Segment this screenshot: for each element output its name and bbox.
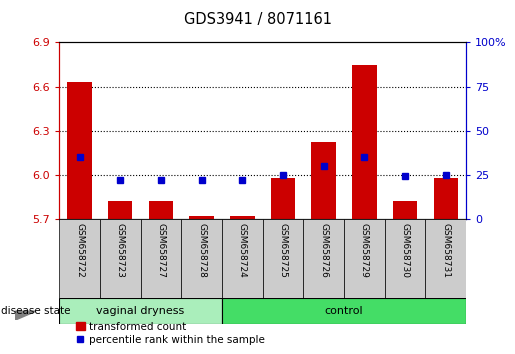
Text: GSM658725: GSM658725 <box>279 223 287 278</box>
Bar <box>181 219 222 298</box>
Text: GSM658722: GSM658722 <box>75 223 84 278</box>
Text: GSM658730: GSM658730 <box>401 223 409 278</box>
Text: GSM658723: GSM658723 <box>116 223 125 278</box>
Text: GSM658728: GSM658728 <box>197 223 206 278</box>
Bar <box>352 64 376 219</box>
Bar <box>108 201 132 219</box>
Legend: transformed count, percentile rank within the sample: transformed count, percentile rank withi… <box>72 317 269 349</box>
Polygon shape <box>15 311 36 320</box>
Text: GSM658731: GSM658731 <box>441 223 450 278</box>
Text: vaginal dryness: vaginal dryness <box>96 306 185 316</box>
Bar <box>222 219 263 298</box>
Bar <box>425 219 466 298</box>
Bar <box>190 216 214 219</box>
Bar <box>263 219 303 298</box>
Bar <box>303 219 344 298</box>
Text: GSM658724: GSM658724 <box>238 223 247 278</box>
Bar <box>434 178 458 219</box>
Text: GSM658729: GSM658729 <box>360 223 369 278</box>
Text: disease state: disease state <box>1 306 71 316</box>
Bar <box>385 219 425 298</box>
Bar <box>59 298 222 324</box>
Bar <box>393 201 417 219</box>
Bar <box>222 298 466 324</box>
Bar <box>67 82 92 219</box>
Text: GDS3941 / 8071161: GDS3941 / 8071161 <box>183 12 332 27</box>
Bar <box>230 216 254 219</box>
Text: GSM658727: GSM658727 <box>157 223 165 278</box>
Bar <box>100 219 141 298</box>
Text: GSM658726: GSM658726 <box>319 223 328 278</box>
Bar <box>271 178 295 219</box>
Bar <box>141 219 181 298</box>
Text: control: control <box>325 306 364 316</box>
Bar <box>59 219 100 298</box>
Bar <box>149 201 173 219</box>
Bar <box>344 219 385 298</box>
Bar <box>312 142 336 219</box>
